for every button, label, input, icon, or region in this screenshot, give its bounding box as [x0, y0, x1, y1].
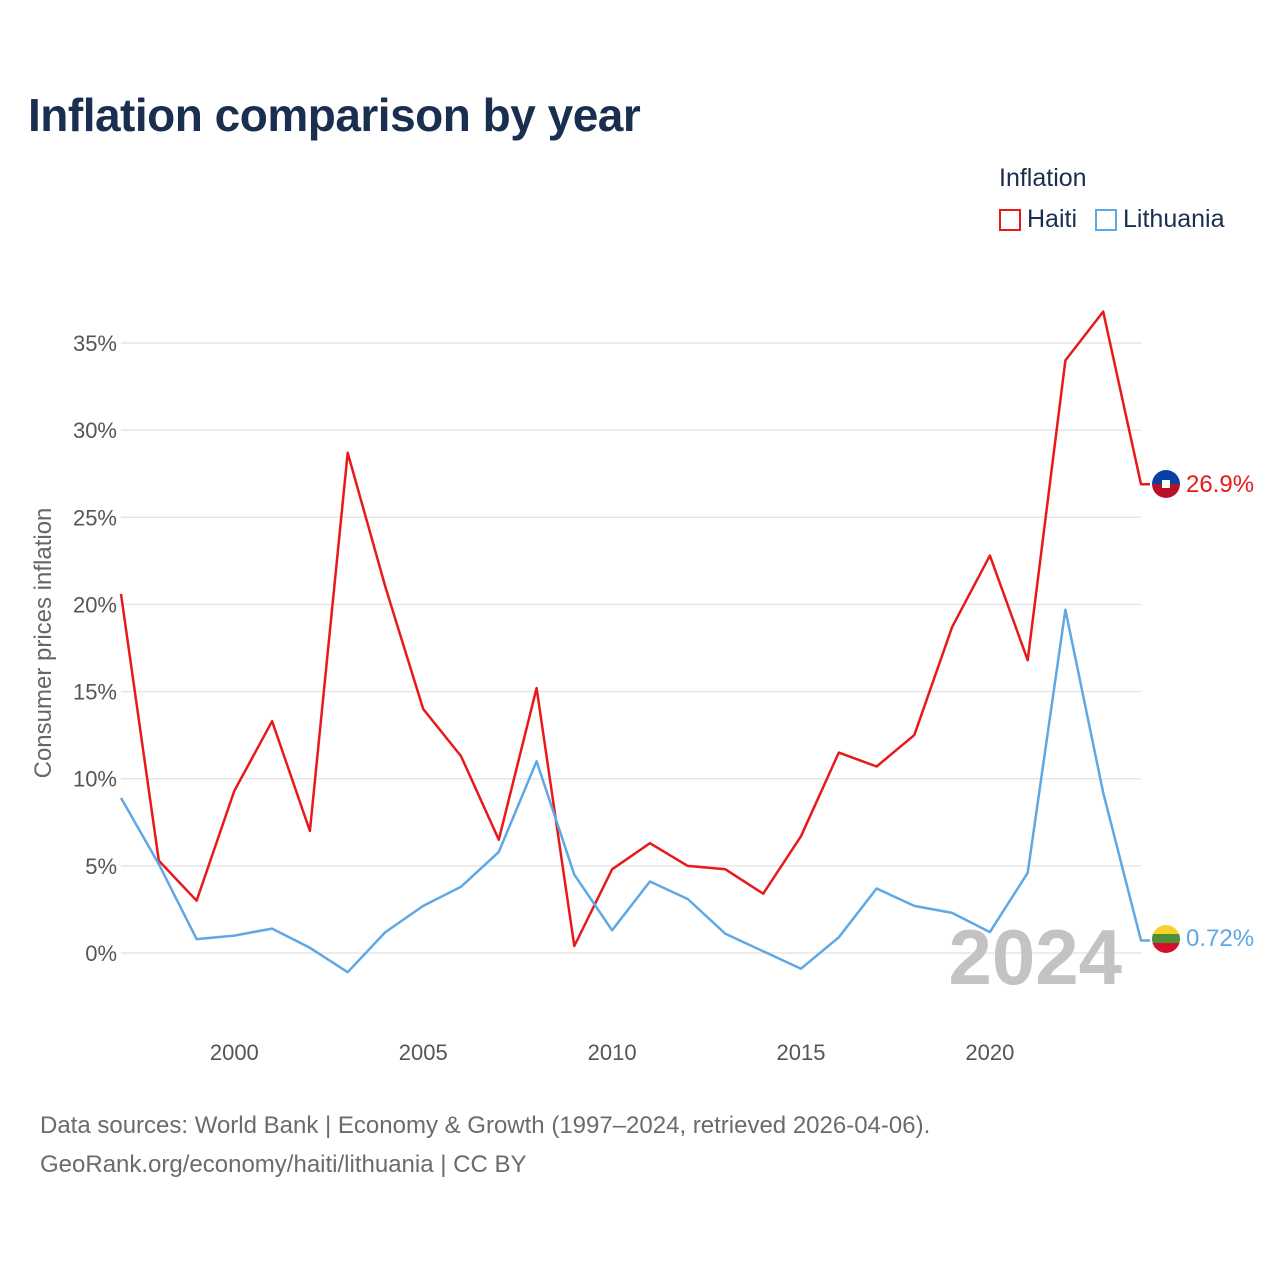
grid-lines: [121, 342, 1141, 954]
lithuania-flag-icon: [1152, 925, 1180, 953]
series-line-lithuania[interactable]: [119, 608, 1150, 974]
legend-label-lithuania: Lithuania: [1123, 205, 1225, 233]
data-point-lithuania-1999[interactable]: [194, 936, 200, 942]
data-point-lithuania-2013[interactable]: [722, 931, 728, 937]
y-tick-label: 30%: [73, 418, 117, 443]
legend-item-lithuania[interactable]: Lithuania: [1095, 205, 1225, 234]
data-point-haiti-2011[interactable]: [647, 840, 653, 846]
data-point-haiti-1997[interactable]: [118, 591, 124, 597]
data-point-lithuania-2011[interactable]: [647, 879, 653, 885]
data-point-haiti-1999[interactable]: [194, 898, 200, 904]
data-point-haiti-2018[interactable]: [911, 732, 917, 738]
data-point-haiti-2005[interactable]: [420, 706, 426, 712]
data-point-haiti-2006[interactable]: [458, 753, 464, 759]
y-axis-ticks: 0% 5% 10% 15% 20% 25% 30% 35%: [73, 331, 117, 966]
end-label-lithuania: 0.72%: [1186, 925, 1254, 952]
legend-swatch-lithuania: [1095, 208, 1118, 231]
x-tick-label: 2020: [965, 1040, 1014, 1065]
data-point-haiti-2001[interactable]: [269, 718, 275, 724]
year-watermark: 2024: [948, 913, 1122, 1001]
data-point-lithuania-2004[interactable]: [382, 929, 388, 935]
x-axis-ticks: 2000 2005 2010 2015 2020: [210, 1040, 1015, 1065]
data-point-lithuania-2014[interactable]: [760, 948, 766, 954]
data-point-haiti-2009[interactable]: [571, 943, 577, 949]
y-tick-label: 5%: [85, 854, 117, 879]
data-point-haiti-2003[interactable]: [345, 450, 351, 456]
y-tick-label: 10%: [73, 767, 117, 792]
x-tick-label: 2005: [399, 1040, 448, 1065]
data-point-haiti-2008[interactable]: [534, 685, 540, 691]
data-point-lithuania-2002[interactable]: [307, 945, 313, 951]
data-point-haiti-2013[interactable]: [722, 866, 728, 872]
legend-item-haiti[interactable]: Haiti: [999, 205, 1077, 234]
data-point-haiti-2012[interactable]: [685, 863, 691, 869]
data-point-haiti-2010[interactable]: [609, 866, 615, 872]
data-point-haiti-2020[interactable]: [987, 553, 993, 559]
legend-label-haiti: Haiti: [1027, 205, 1078, 233]
data-point-lithuania-2015[interactable]: [798, 966, 804, 972]
data-point-lithuania-2024[interactable]: [1138, 938, 1144, 944]
data-point-lithuania-2003[interactable]: [345, 969, 351, 975]
data-point-lithuania-2008[interactable]: [534, 758, 540, 764]
data-point-haiti-2021[interactable]: [1025, 657, 1031, 663]
data-point-lithuania-2018[interactable]: [911, 903, 917, 909]
data-point-lithuania-2021[interactable]: [1025, 870, 1031, 876]
data-point-haiti-2007[interactable]: [496, 837, 502, 843]
chart-title: Inflation comparison by year: [28, 89, 641, 141]
data-point-haiti-2004[interactable]: [382, 584, 388, 590]
data-point-haiti-2002[interactable]: [307, 828, 313, 834]
y-tick-label: 15%: [73, 680, 117, 705]
data-point-haiti-2019[interactable]: [949, 624, 955, 630]
y-tick-label: 25%: [73, 505, 117, 530]
data-point-haiti-2016[interactable]: [836, 750, 842, 756]
data-point-haiti-2023[interactable]: [1100, 309, 1106, 315]
data-point-lithuania-2019[interactable]: [949, 910, 955, 916]
data-point-lithuania-2006[interactable]: [458, 884, 464, 890]
data-point-lithuania-2000[interactable]: [231, 933, 237, 939]
data-point-lithuania-2009[interactable]: [571, 872, 577, 878]
data-point-lithuania-2005[interactable]: [420, 903, 426, 909]
data-point-lithuania-2017[interactable]: [874, 886, 880, 892]
series-line-haiti[interactable]: [119, 310, 1150, 948]
legend: Haiti Lithuania: [999, 205, 1243, 234]
y-tick-label: 35%: [73, 331, 117, 356]
y-tick-label: 0%: [85, 941, 117, 966]
data-point-haiti-2017[interactable]: [874, 764, 880, 770]
data-point-haiti-2024[interactable]: [1138, 481, 1144, 487]
data-point-lithuania-2007[interactable]: [496, 849, 502, 855]
x-tick-label: 2015: [777, 1040, 826, 1065]
x-tick-label: 2000: [210, 1040, 259, 1065]
data-point-lithuania-2016[interactable]: [836, 934, 842, 940]
data-point-lithuania-2020[interactable]: [987, 929, 993, 935]
haiti-flag-icon: [1152, 470, 1180, 498]
data-point-haiti-2022[interactable]: [1062, 357, 1068, 363]
legend-title: Inflation: [999, 164, 1087, 192]
data-point-lithuania-2022[interactable]: [1062, 607, 1068, 613]
data-point-haiti-2014[interactable]: [760, 891, 766, 897]
y-tick-label: 20%: [73, 592, 117, 617]
data-point-lithuania-2023[interactable]: [1100, 790, 1106, 796]
data-point-haiti-2000[interactable]: [231, 788, 237, 794]
series-lines: [118, 309, 1150, 975]
end-flags: [1152, 470, 1180, 953]
source-line-1: Data sources: World Bank | Economy & Gro…: [40, 1112, 931, 1139]
data-point-lithuania-1997[interactable]: [118, 795, 124, 801]
end-label-haiti: 26.9%: [1186, 471, 1254, 498]
data-point-lithuania-1998[interactable]: [156, 861, 162, 867]
legend-swatch-haiti: [999, 208, 1021, 231]
y-axis-label: Consumer prices inflation: [30, 508, 57, 779]
x-tick-label: 2010: [588, 1040, 637, 1065]
data-point-lithuania-2010[interactable]: [609, 927, 615, 933]
data-point-haiti-2015[interactable]: [798, 833, 804, 839]
source-note: Data sources: World Bank | Economy & Gro…: [40, 1106, 930, 1184]
data-point-lithuania-2012[interactable]: [685, 896, 691, 902]
data-point-lithuania-2001[interactable]: [269, 926, 275, 932]
source-line-2[interactable]: GeoRank.org/economy/haiti/lithuania | CC…: [40, 1151, 527, 1178]
line-chart: 0%5%10%15%20%25%30%35% 2000 2005 2010 2015 2…: [30, 309, 1254, 1065]
